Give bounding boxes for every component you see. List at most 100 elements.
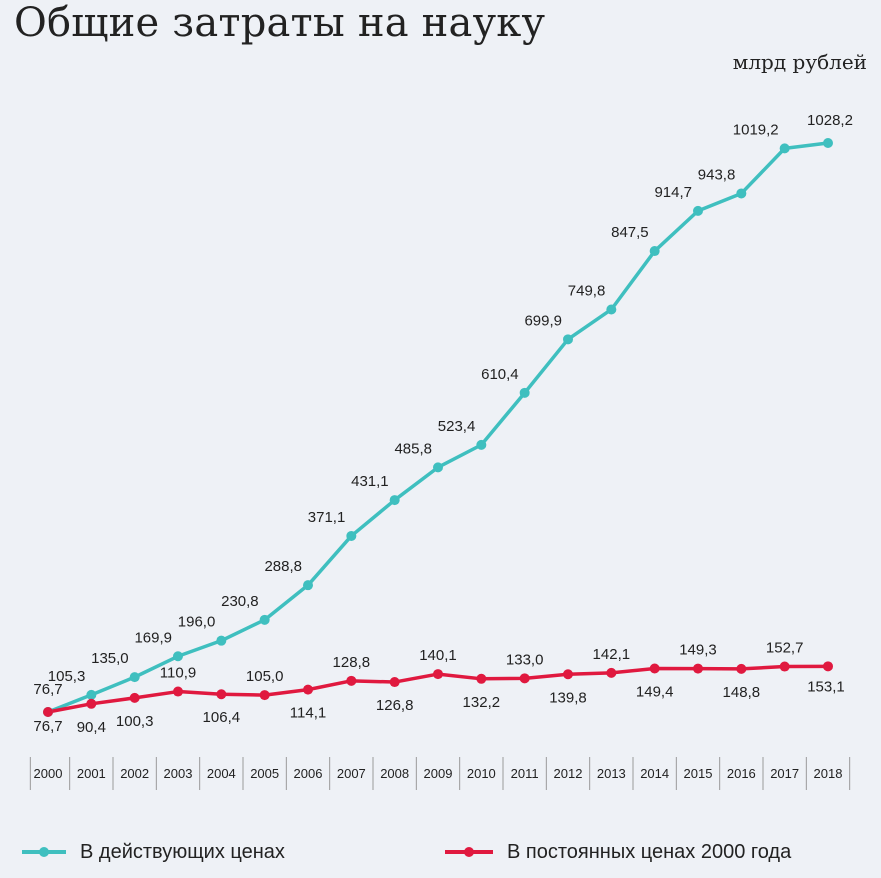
data-point-constant [823,661,833,672]
x-tick-label: 2010 [467,766,496,781]
data-point-constant [86,698,97,709]
data-point-constant [389,677,400,688]
data-label-current: 943,8 [698,166,736,183]
data-label-current: 431,1 [351,473,389,490]
x-tick-label: 2000 [34,766,63,781]
data-point-constant [173,686,183,697]
x-tick-label: 2007 [337,766,366,781]
data-point-current [779,143,790,154]
data-point-current [476,439,487,450]
data-label-current: 749,8 [568,282,606,299]
legend-current-label: В действующих ценах [80,840,285,863]
data-label-constant: 90,4 [77,719,106,736]
x-tick-label: 2005 [250,766,279,781]
data-point-constant [649,663,660,674]
data-label-current: 610,4 [481,366,519,383]
data-label-current: 847,5 [611,224,649,241]
data-label-constant: 148,8 [723,684,761,701]
x-tick-label: 2017 [770,766,799,781]
data-point-current [129,672,140,683]
data-label-constant: 126,8 [376,697,414,714]
x-tick-label: 2018 [814,766,843,781]
x-tick-label: 2003 [164,766,193,781]
data-label-constant: 142,1 [593,646,631,663]
data-point-constant [346,675,357,686]
data-label-current: 135,0 [91,650,129,667]
data-point-current [736,188,747,199]
data-point-current [346,530,357,541]
data-point-constant [563,669,573,680]
x-tick-label: 2006 [294,766,323,781]
chart-title: Общие затраты на науку [14,0,546,46]
unit-label: млрд рублей [732,50,867,74]
data-label-constant: 105,0 [246,668,284,685]
x-tick-label: 2012 [554,766,583,781]
data-point-constant [216,689,227,700]
data-label-current: 1019,2 [733,121,779,138]
data-label-constant: 76,7 [33,718,62,735]
data-point-current [563,334,573,345]
data-label-constant: 114,1 [290,705,326,722]
data-point-constant [303,684,313,695]
data-label-current: 76,7 [33,681,62,698]
data-point-current [86,689,97,700]
legend-current: В действующих ценах [20,838,285,866]
data-label-constant: 139,8 [549,689,587,706]
data-point-current [303,580,313,591]
data-label-constant: 132,2 [463,694,501,711]
x-tick-label: 2002 [120,766,149,781]
data-point-constant [259,690,270,701]
data-label-current: 169,9 [134,629,172,646]
data-point-current [259,614,270,625]
data-point-constant [693,663,703,674]
data-point-constant [736,663,747,674]
data-point-constant [779,661,790,672]
data-label-constant: 140,1 [419,647,457,664]
data-label-constant: 110,9 [160,665,196,682]
data-point-constant [519,673,530,684]
data-point-constant [43,707,53,717]
data-label-current: 523,4 [438,418,476,435]
data-point-current [389,495,400,506]
data-label-current: 485,8 [394,440,432,457]
data-point-current [606,304,617,315]
data-point-constant [433,669,443,680]
data-label-constant: 106,4 [203,709,241,726]
data-point-current [649,246,660,257]
data-point-current [433,462,443,473]
data-point-current [173,651,183,662]
data-label-current: 1028,2 [807,112,853,129]
data-label-constant: 128,8 [333,654,371,671]
data-label-constant: 153,1 [807,678,845,695]
data-label-constant: 133,0 [506,651,544,668]
legend-constant-label: В постоянных ценах 2000 года [507,840,792,863]
data-label-current: 196,0 [178,614,216,631]
x-tick-label: 2008 [380,766,409,781]
legend-constant-swatch [445,847,493,857]
data-point-constant [606,667,617,678]
x-tick-label: 2013 [597,766,626,781]
x-tick-label: 2011 [511,766,539,781]
data-point-current [519,387,530,398]
x-tick-label: 2014 [640,766,669,781]
data-label-current: 699,9 [524,312,562,329]
legend-constant: В постоянных ценах 2000 года [443,838,791,866]
data-label-constant: 149,3 [679,642,717,659]
data-point-current [693,205,703,216]
data-label-constant: 100,3 [116,713,154,730]
x-tick-label: 2009 [424,766,453,781]
data-point-current [216,635,227,646]
data-label-current: 371,1 [308,509,346,526]
data-label-current: 230,8 [221,593,259,610]
x-tick-label: 2004 [207,766,236,781]
data-label-current: 288,8 [264,558,302,575]
data-point-constant [129,692,140,703]
data-point-current [823,138,833,148]
data-label-constant: 149,4 [636,684,674,701]
data-label-current: 914,7 [654,184,692,201]
legend-current-swatch [22,847,66,857]
data-label-current: 105,3 [48,668,86,685]
x-tick-label: 2001 [77,766,106,781]
data-point-constant [476,673,487,684]
